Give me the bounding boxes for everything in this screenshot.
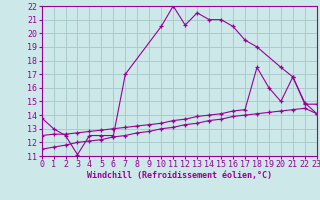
X-axis label: Windchill (Refroidissement éolien,°C): Windchill (Refroidissement éolien,°C): [87, 171, 272, 180]
